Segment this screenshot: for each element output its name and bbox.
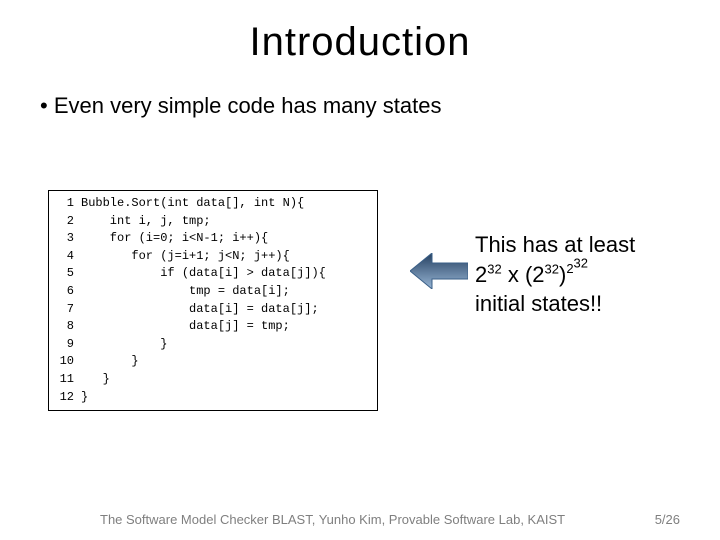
line-text: for (i=0; i<N-1; i++){ — [80, 230, 327, 248]
code-table: 1Bubble.Sort(int data[], int N){2 int i,… — [55, 195, 327, 406]
line-text: if (data[i] > data[j]){ — [80, 265, 327, 283]
line-text: } — [80, 371, 327, 389]
footer-credit: The Software Model Checker BLAST, Yunho … — [100, 512, 565, 527]
line-number: 9 — [55, 336, 80, 354]
code-line: 8 data[j] = tmp; — [55, 318, 327, 336]
line-number: 11 — [55, 371, 80, 389]
code-line: 4 for (j=i+1; j<N; j++){ — [55, 248, 327, 266]
code-line: 5 if (data[i] > data[j]){ — [55, 265, 327, 283]
line-number: 10 — [55, 353, 80, 371]
page-title: Introduction — [0, 0, 720, 65]
code-line: 7 data[i] = data[j]; — [55, 301, 327, 319]
code-line: 1Bubble.Sort(int data[], int N){ — [55, 195, 327, 213]
callout-line3: initial states!! — [475, 289, 635, 319]
base-2c: 2 — [566, 261, 573, 276]
arrow-icon — [410, 253, 468, 289]
line-text: } — [80, 336, 327, 354]
callout-line2: 232 x (232)232 — [475, 260, 635, 290]
line-number: 1 — [55, 195, 80, 213]
sup-32b: 32 — [545, 261, 559, 276]
sup-32a: 32 — [487, 261, 501, 276]
line-number: 2 — [55, 213, 80, 231]
line-text: int i, j, tmp; — [80, 213, 327, 231]
line-text: Bubble.Sort(int data[], int N){ — [80, 195, 327, 213]
code-line: 9 } — [55, 336, 327, 354]
code-line: 12} — [55, 389, 327, 407]
line-text: tmp = data[i]; — [80, 283, 327, 301]
code-line: 11 } — [55, 371, 327, 389]
line-number: 12 — [55, 389, 80, 407]
base-2a: 2 — [475, 262, 487, 287]
times-sign: x — [502, 262, 525, 287]
footer-pagenum: 5/26 — [655, 512, 680, 527]
line-text: } — [80, 353, 327, 371]
paren-open: (2 — [525, 262, 545, 287]
line-number: 5 — [55, 265, 80, 283]
line-number: 7 — [55, 301, 80, 319]
code-line: 3 for (i=0; i<N-1; i++){ — [55, 230, 327, 248]
callout-line1: This has at least — [475, 230, 635, 260]
line-text: data[j] = tmp; — [80, 318, 327, 336]
line-number: 3 — [55, 230, 80, 248]
code-line: 10 } — [55, 353, 327, 371]
sup-32c: 32 — [574, 256, 588, 271]
code-line: 6 tmp = data[i]; — [55, 283, 327, 301]
line-text: for (j=i+1; j<N; j++){ — [80, 248, 327, 266]
callout-text: This has at least 232 x (232)232 initial… — [475, 230, 635, 319]
bullet-point: Even very simple code has many states — [40, 93, 720, 119]
line-text: } — [80, 389, 327, 407]
line-text: data[i] = data[j]; — [80, 301, 327, 319]
code-box: 1Bubble.Sort(int data[], int N){2 int i,… — [48, 190, 378, 411]
line-number: 6 — [55, 283, 80, 301]
code-line: 2 int i, j, tmp; — [55, 213, 327, 231]
line-number: 4 — [55, 248, 80, 266]
line-number: 8 — [55, 318, 80, 336]
